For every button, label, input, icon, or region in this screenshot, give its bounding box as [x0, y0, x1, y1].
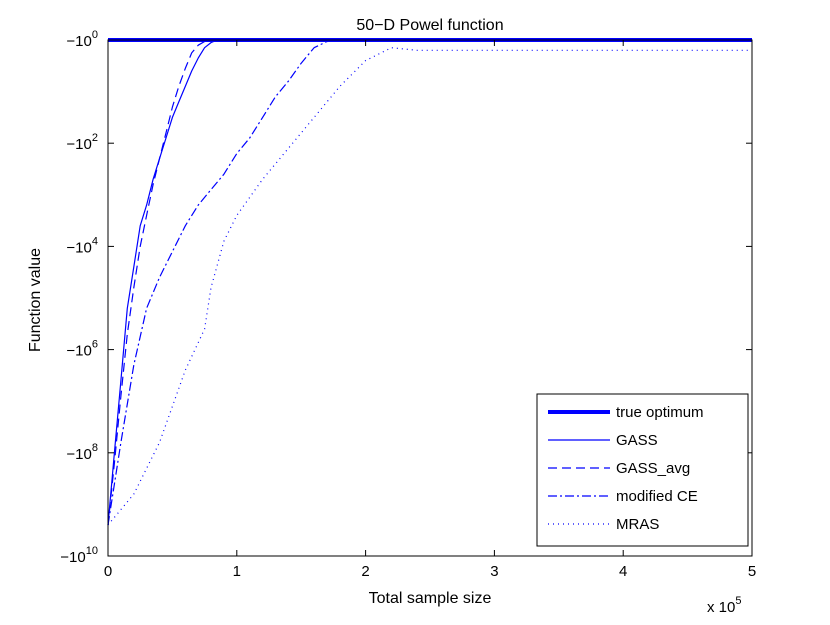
chart-title: 50−D Powel function	[356, 17, 503, 34]
x-tick-label: 4	[619, 563, 627, 580]
series-line-gass-avg	[107, 39, 752, 526]
y-axis-title: Function value	[27, 248, 44, 352]
x-tick-label: 2	[361, 563, 369, 580]
legend-label: MRAS	[616, 516, 659, 533]
y-tick-label: −108	[66, 442, 98, 463]
legend-label: GASS_avg	[616, 460, 690, 477]
x-tick-label: 3	[490, 563, 498, 580]
plot-frame	[107, 39, 753, 557]
legend: true optimum GASS GASS_avg modified CE MRAS	[536, 393, 749, 547]
y-tick-label: −100	[66, 29, 98, 50]
legend-label: true optimum	[616, 404, 704, 421]
x-tick-label: 5	[748, 563, 756, 580]
x-tick-label: 1	[233, 563, 241, 580]
series-line-modified-ce	[107, 39, 752, 526]
x-axis: 0 1 2 3 4 5	[104, 40, 756, 580]
x-multiplier-exponent: 5	[735, 595, 741, 607]
x-axis-multiplier: x 105	[707, 595, 741, 616]
y-axis: −100 −102 −104 −106 −108 −1010	[60, 29, 752, 566]
y-tick-label: −102	[66, 132, 98, 153]
series-line-gass	[107, 39, 752, 526]
y-tick-label: −1010	[60, 545, 98, 566]
x-axis-title: Total sample size	[369, 590, 492, 607]
legend-box	[536, 393, 749, 547]
legend-label: modified CE	[616, 488, 698, 505]
y-tick-label: −106	[66, 339, 98, 360]
x-tick-label: 0	[104, 563, 112, 580]
legend-label: GASS	[616, 432, 658, 449]
x-multiplier-base: x 10	[707, 599, 735, 616]
y-tick-label: −104	[66, 235, 98, 256]
